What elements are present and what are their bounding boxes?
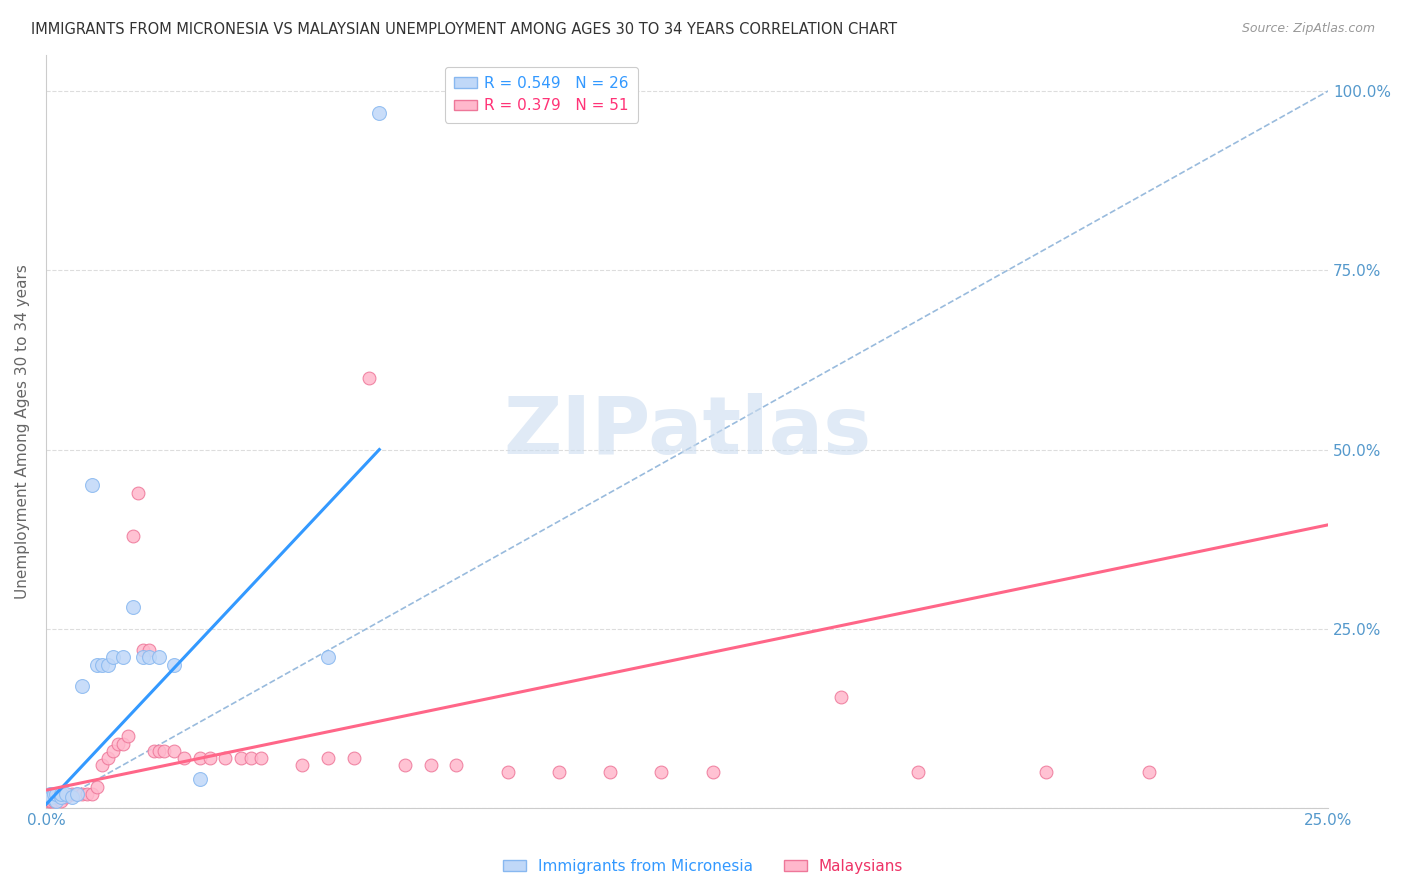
Point [599,765,621,780]
Point [240,751,263,765]
Point [173,751,195,765]
Point [60,787,83,801]
Point [188,772,211,787]
Text: ZIPatlas: ZIPatlas [503,392,872,471]
Point [148,650,170,665]
Point [547,765,569,780]
Point [117,730,139,744]
Point [359,371,381,385]
Point [127,485,149,500]
Legend: Immigrants from Micronesia, Malaysians: Immigrants from Micronesia, Malaysians [496,853,910,880]
Point [45,790,67,805]
Point [96,657,118,672]
Point [39,794,62,808]
Point [214,751,236,765]
Y-axis label: Unemployment Among Ages 30 to 34 years: Unemployment Among Ages 30 to 34 years [15,264,30,599]
Point [82,478,104,492]
Point [1035,765,1057,780]
Point [188,751,211,765]
Point [38,794,60,808]
Point [132,650,155,665]
Point [111,737,134,751]
Point [70,679,93,693]
Point [51,787,73,801]
Point [907,765,929,780]
Point [60,790,83,805]
Legend: R = 0.549   N = 26, R = 0.379   N = 51: R = 0.549 N = 26, R = 0.379 N = 51 [444,67,638,122]
Point [51,787,73,801]
Point [496,765,519,780]
Point [702,765,724,780]
Point [446,758,468,772]
Point [122,528,145,542]
Point [91,758,114,772]
Point [368,105,391,120]
Point [394,758,416,772]
Point [229,751,252,765]
Point [419,758,441,772]
Point [132,643,155,657]
Point [86,780,108,794]
Text: IMMIGRANTS FROM MICRONESIA VS MALAYSIAN UNEMPLOYMENT AMONG AGES 30 TO 34 YEARS C: IMMIGRANTS FROM MICRONESIA VS MALAYSIAN … [31,22,897,37]
Point [55,790,77,805]
Point [66,787,89,801]
Point [138,650,160,665]
Point [66,787,89,801]
Point [86,657,108,672]
Point [76,787,98,801]
Point [830,690,852,704]
Point [96,751,118,765]
Point [82,787,104,801]
Point [142,744,165,758]
Point [316,650,339,665]
Point [91,657,114,672]
Text: Source: ZipAtlas.com: Source: ZipAtlas.com [1241,22,1375,36]
Point [138,643,160,657]
Point [148,744,170,758]
Point [45,787,67,801]
Point [291,758,314,772]
Point [163,744,186,758]
Point [45,794,67,808]
Point [163,657,186,672]
Point [42,787,65,801]
Point [316,751,339,765]
Point [111,650,134,665]
Point [51,794,73,808]
Point [107,737,129,751]
Point [650,765,672,780]
Point [250,751,273,765]
Point [55,787,77,801]
Point [101,650,124,665]
Point [39,790,62,805]
Point [1137,765,1160,780]
Point [198,751,221,765]
Point [42,794,65,808]
Point [101,744,124,758]
Point [122,600,145,615]
Point [39,787,62,801]
Point [51,790,73,805]
Point [45,787,67,801]
Point [153,744,176,758]
Point [343,751,366,765]
Point [70,787,93,801]
